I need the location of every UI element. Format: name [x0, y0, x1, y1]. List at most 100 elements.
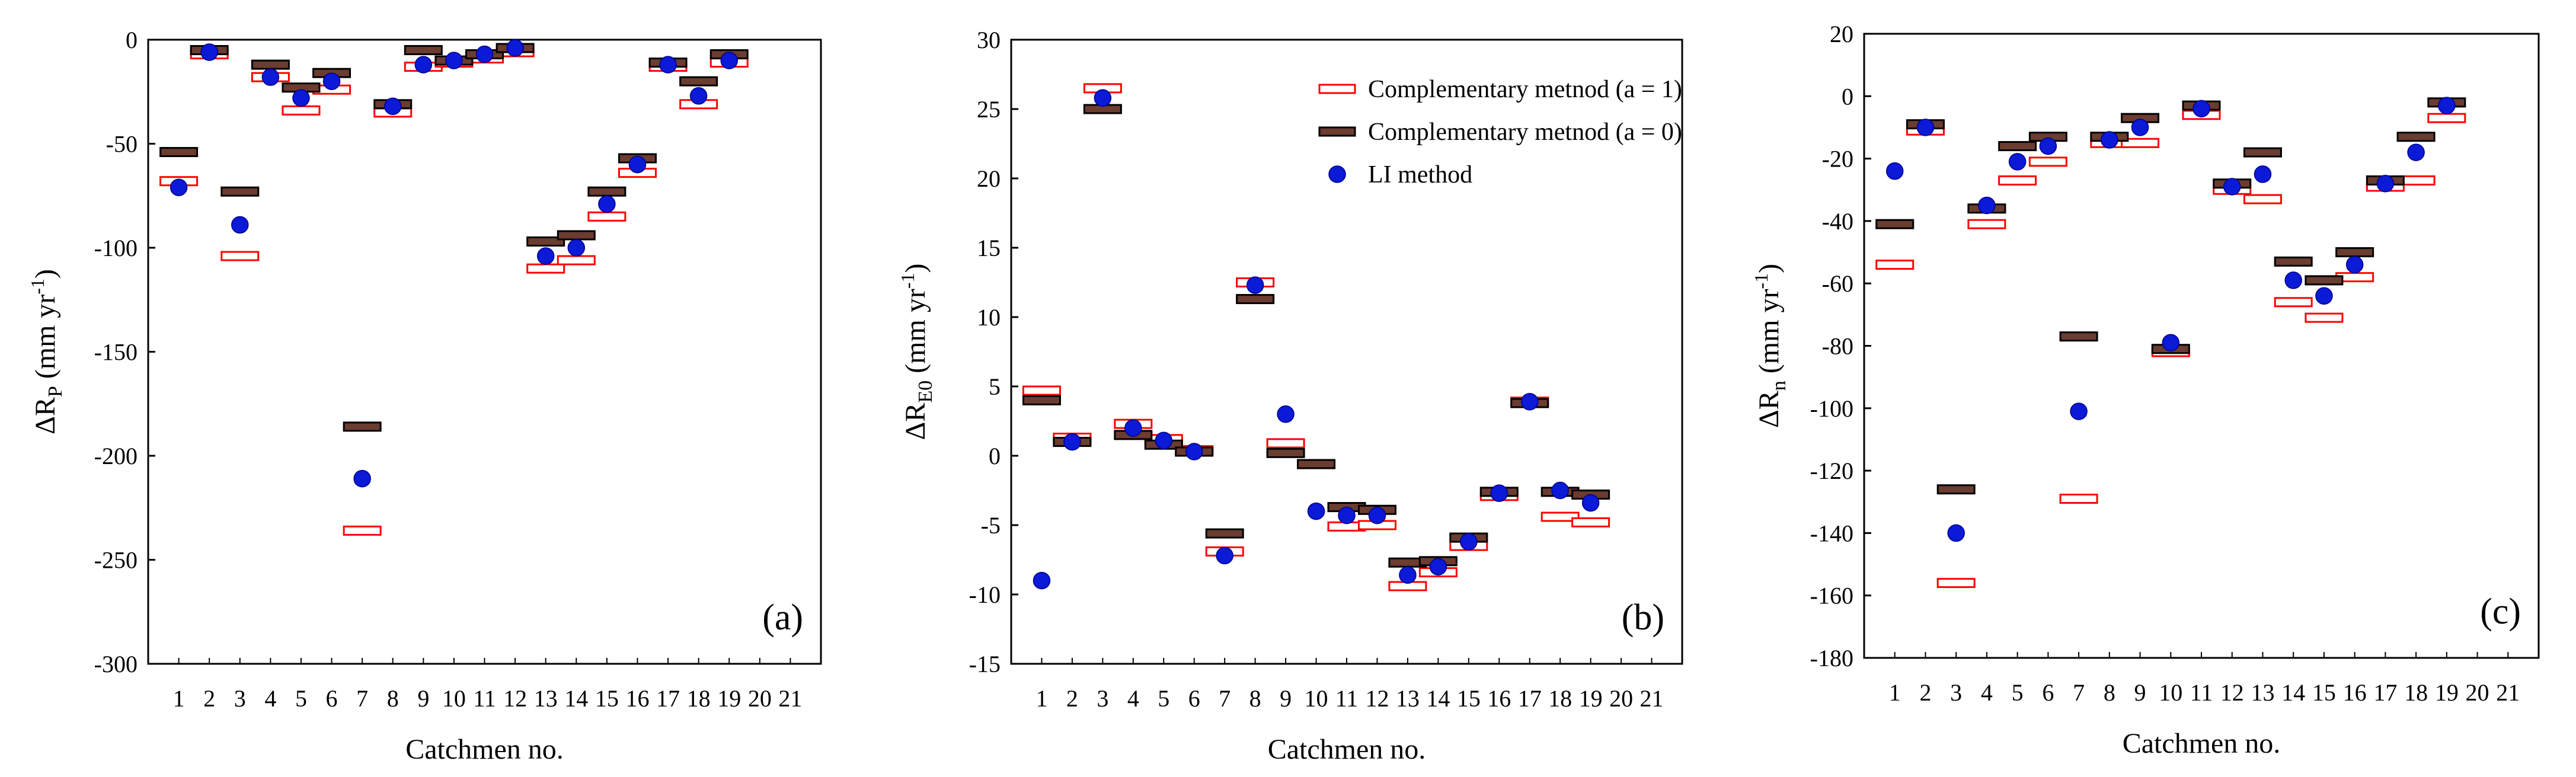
marker-li — [689, 87, 708, 105]
x-tick-label: 16 — [1487, 685, 1511, 712]
legend-label: Complementary metnod (a = 0) — [1368, 119, 1682, 146]
x-tick-label: 5 — [1158, 685, 1169, 712]
legend-marker-a1 — [1318, 84, 1356, 94]
x-tick-label: 16 — [2343, 679, 2367, 706]
marker-li — [383, 97, 402, 116]
marker-li — [2284, 271, 2302, 289]
y-tick-label: 25 — [977, 96, 1001, 123]
marker-li — [1490, 484, 1508, 502]
marker-a0 — [404, 45, 443, 56]
y-tick-label: -60 — [1822, 270, 1853, 297]
y-tick-label: -300 — [94, 651, 138, 677]
marker-li — [231, 216, 249, 234]
marker-a0 — [220, 186, 260, 197]
x-tick-label: 10 — [1305, 685, 1328, 712]
marker-li — [2131, 119, 2149, 136]
panel-label: (b) — [1622, 597, 1664, 638]
y-tick-label: 10 — [977, 304, 1001, 331]
marker-li — [567, 239, 586, 257]
x-tick-label: 7 — [2073, 679, 2085, 706]
x-tick-label: 10 — [442, 685, 466, 712]
marker-a1 — [2274, 297, 2313, 308]
marker-li — [1277, 405, 1295, 423]
x-tick-label: 7 — [1219, 685, 1231, 712]
marker-li — [1094, 89, 1112, 107]
y-tick-label: 20 — [977, 165, 1001, 192]
x-tick-label: 8 — [1249, 685, 1261, 712]
marker-li — [1246, 276, 1264, 294]
y-tick-label: -180 — [1810, 645, 1853, 672]
marker-a1 — [1967, 219, 2006, 229]
y-tick-label: 20 — [1830, 21, 1853, 47]
x-tick-label: 14 — [2281, 679, 2305, 706]
marker-li — [261, 68, 280, 86]
marker-a1 — [343, 525, 382, 536]
marker-li — [292, 89, 310, 107]
marker-li — [2345, 255, 2364, 274]
marker-a1 — [1936, 578, 1976, 589]
marker-li — [506, 39, 524, 57]
marker-li — [2039, 137, 2057, 155]
y-tick-label: -250 — [94, 547, 138, 574]
marker-li — [628, 155, 647, 174]
marker-li — [2407, 143, 2425, 161]
y-tick-label: -5 — [981, 512, 1001, 539]
x-tick-label: 6 — [1188, 685, 1200, 712]
marker-li — [1399, 566, 1417, 584]
marker-li — [536, 247, 555, 265]
x-tick-label: 6 — [326, 685, 338, 712]
y-axis-label: ΔRn (mm yr-1) — [1750, 264, 1790, 428]
marker-a1 — [2305, 312, 2344, 323]
marker-li — [2376, 174, 2395, 193]
marker-li — [1429, 558, 1447, 575]
y-tick-label: 0 — [989, 443, 1001, 469]
marker-li — [445, 52, 463, 69]
x-tick-label: 11 — [1335, 685, 1359, 712]
x-tick-label: 4 — [264, 685, 276, 712]
marker-a0 — [679, 76, 718, 87]
x-tick-label: 17 — [1518, 685, 1542, 712]
marker-a1 — [1541, 511, 1580, 522]
x-tick-label: 13 — [2251, 679, 2274, 706]
marker-li — [2193, 100, 2210, 118]
marker-a0 — [1236, 294, 1275, 305]
x-tick-label: 9 — [417, 685, 429, 712]
marker-li — [720, 52, 738, 69]
x-tick-label: 9 — [1280, 685, 1292, 712]
marker-li — [2162, 334, 2180, 351]
y-tick-label: 30 — [977, 27, 1001, 53]
marker-li — [2008, 153, 2027, 171]
x-tick-label: 5 — [295, 685, 307, 712]
x-tick-label: 21 — [1640, 685, 1664, 712]
marker-li — [2315, 287, 2333, 305]
marker-a0 — [587, 186, 627, 197]
marker-li — [322, 72, 341, 90]
x-tick-label: 3 — [1097, 685, 1108, 712]
marker-li — [475, 45, 494, 63]
x-tick-label: 15 — [1457, 685, 1481, 712]
x-tick-label: 13 — [1396, 685, 1420, 712]
marker-li — [1551, 481, 1569, 500]
marker-a1 — [1266, 438, 1305, 449]
marker-a0 — [2274, 256, 2313, 267]
x-axis-label: Catchmen no. — [1268, 734, 1426, 765]
marker-a0 — [526, 236, 565, 247]
x-tick-label: 17 — [656, 685, 680, 712]
marker-li — [1520, 392, 1539, 411]
marker-a0 — [159, 147, 199, 158]
marker-li — [1124, 419, 1142, 437]
marker-li — [1916, 119, 1935, 136]
x-tick-label: 19 — [1579, 685, 1603, 712]
x-tick-label: 1 — [1889, 679, 1901, 706]
x-tick-label: 12 — [2220, 679, 2244, 706]
y-tick-label: -50 — [106, 131, 138, 158]
x-tick-label: 18 — [687, 685, 711, 712]
y-tick-label: -40 — [1822, 208, 1853, 235]
x-tick-label: 15 — [595, 685, 619, 712]
marker-a0 — [1875, 219, 1915, 229]
marker-a0 — [1022, 395, 1061, 405]
marker-a1 — [526, 263, 565, 274]
